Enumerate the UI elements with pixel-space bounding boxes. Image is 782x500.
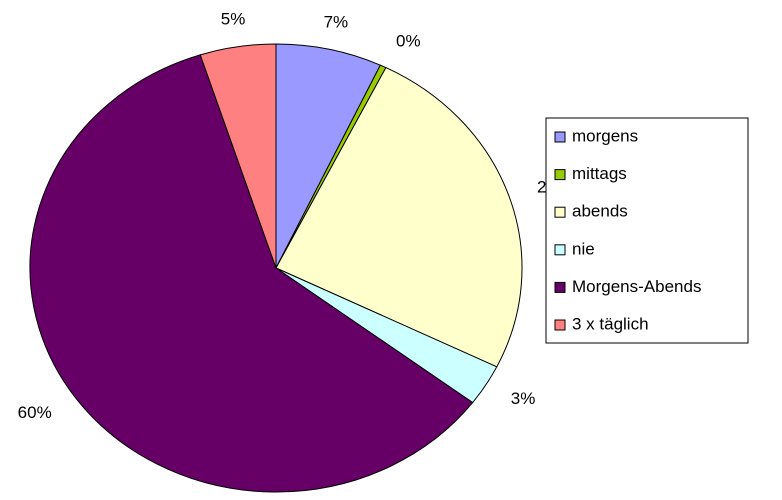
legend-swatch — [554, 131, 566, 143]
pie-slice — [199, 43, 277, 269]
legend-label: 3 x täglich — [572, 314, 649, 333]
legend-label: abends — [572, 202, 628, 221]
legend-label: nie — [572, 239, 595, 258]
legend-label: Morgens-Abends — [572, 277, 701, 296]
legend-swatch — [554, 281, 566, 293]
legend-swatch — [554, 319, 566, 331]
pie-slice — [275, 66, 523, 368]
legend-swatch — [554, 244, 566, 256]
legend-swatch — [554, 169, 566, 181]
data-label: 3% — [511, 389, 536, 408]
pie-slice — [275, 43, 382, 269]
data-label: 60% — [18, 403, 52, 422]
legend-label: morgens — [572, 126, 638, 145]
data-label: 5% — [221, 10, 246, 29]
pie — [29, 43, 523, 493]
legend: morgens mittags abends nie Morgens-Abends 3 x… — [554, 126, 701, 333]
legend-swatch — [554, 206, 566, 218]
data-label: 7% — [324, 13, 349, 32]
pie-slice — [29, 54, 474, 493]
legend-label: mittags — [572, 164, 627, 183]
legend-box — [545, 117, 749, 344]
data-label: 0% — [396, 32, 421, 51]
